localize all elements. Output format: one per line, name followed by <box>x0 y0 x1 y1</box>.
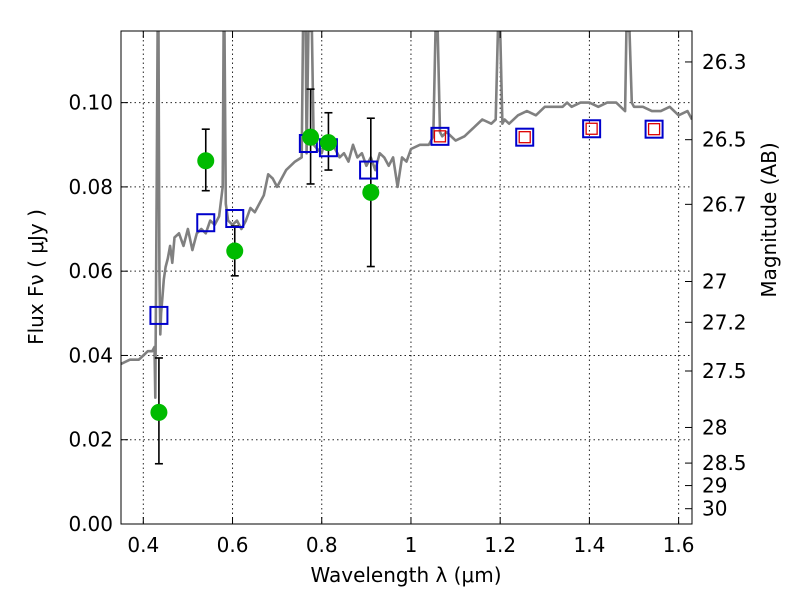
model-square <box>359 160 379 180</box>
model-square <box>430 126 450 146</box>
mag-tick-label: 28 <box>702 415 727 439</box>
observed-point <box>197 152 215 170</box>
mag-tick-label: 28.5 <box>702 451 747 475</box>
y-tick-label: 0.04 <box>68 343 113 367</box>
mag-tick-label: 26.3 <box>702 50 747 74</box>
mag-tick-label: 27.5 <box>702 359 747 383</box>
model-square <box>149 305 169 325</box>
mag-tick-label: 30 <box>702 497 727 521</box>
y-tick-label: 0.02 <box>68 428 113 452</box>
mag-tick-label: 27 <box>702 270 727 294</box>
x-tick-label: 1.2 <box>484 533 516 557</box>
model-square <box>582 119 602 139</box>
observed-point <box>362 183 380 201</box>
mag-tick-label: 26.7 <box>702 192 747 216</box>
model-square-inner <box>647 123 661 136</box>
model-square <box>515 127 535 147</box>
x-tick-label: 0.8 <box>306 533 338 557</box>
x-tick-label: 1 <box>405 533 418 557</box>
y-tick-label: 0.08 <box>68 175 113 199</box>
tick-labels: 0.4 0.6 0.8 1 1.2 1.4 1.6 0.00 0.02 0.04 0.06 0.08 0… <box>68 50 746 557</box>
mag-tick-label: 29 <box>702 474 727 498</box>
model-square <box>644 119 664 139</box>
mag-tick-label: 27.2 <box>702 310 747 334</box>
points-layer <box>149 88 664 465</box>
y-tick-label: 0.06 <box>68 259 113 283</box>
y2-axis-label: Magnitude (AB) <box>757 142 781 297</box>
model-square <box>196 213 216 233</box>
x-tick-label: 0.4 <box>127 533 159 557</box>
y-axis-label: Flux Fν ( μJy ) <box>24 209 48 345</box>
model-square-inner <box>518 131 531 144</box>
model-square-inner <box>433 130 447 143</box>
x-tick-label: 1.6 <box>663 533 695 557</box>
observed-point <box>150 403 168 421</box>
model-square-inner <box>585 122 598 135</box>
observed-point <box>302 128 320 146</box>
grid <box>121 31 692 525</box>
x-tick-label: 1.4 <box>573 533 605 557</box>
x-axis-label: Wavelength λ (μm) <box>310 563 501 587</box>
y-tick-label: 0.00 <box>68 512 113 536</box>
x-tick-label: 0.6 <box>217 533 249 557</box>
y-tick-label: 0.10 <box>68 91 113 115</box>
axis-ticks <box>121 31 692 525</box>
observed-point <box>319 134 337 152</box>
model-square <box>225 209 245 229</box>
observed-point <box>226 242 244 260</box>
plot-frame <box>120 30 693 525</box>
mag-tick-label: 26.5 <box>702 128 747 152</box>
